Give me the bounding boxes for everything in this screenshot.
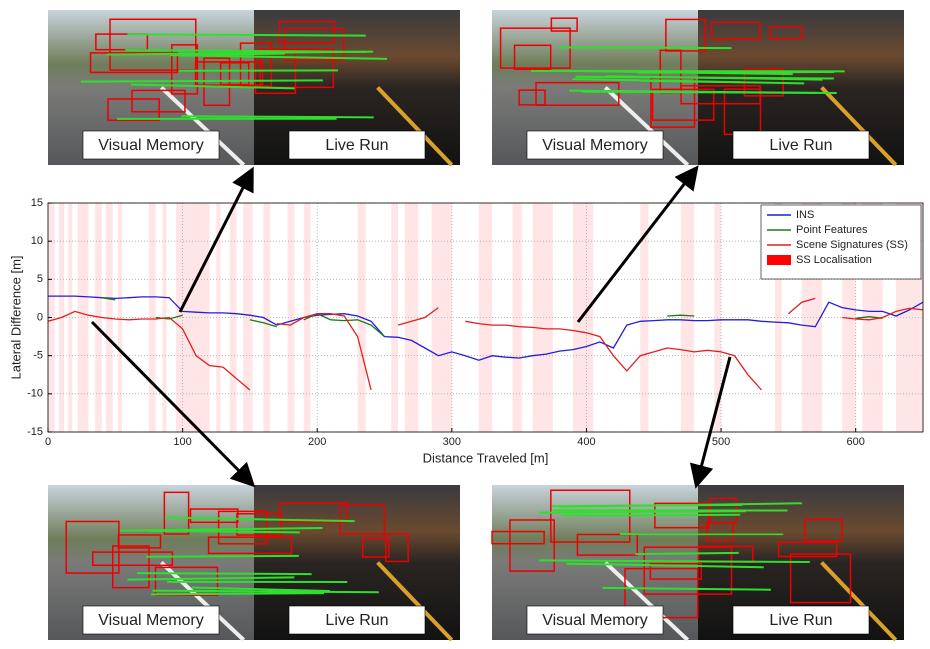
- inset-label: Visual Memory: [98, 137, 204, 154]
- localisation-band: [149, 203, 156, 432]
- feature-match: [81, 80, 323, 81]
- x-tick-label: 400: [577, 436, 595, 448]
- inset-label: Visual Memory: [542, 137, 648, 154]
- feature-match: [137, 573, 312, 574]
- inset: Visual Memory Live Run: [492, 485, 904, 640]
- legend-swatch: [767, 255, 791, 265]
- feature-match: [539, 511, 745, 512]
- feature-match: [181, 116, 373, 117]
- y-tick-label: 10: [31, 235, 43, 247]
- localisation-band: [243, 203, 252, 432]
- y-tick-label: -5: [33, 350, 43, 362]
- inset: Visual Memory Live Run: [48, 10, 460, 165]
- inset-label: Live Run: [769, 612, 832, 629]
- legend-label: SS Localisation: [796, 254, 872, 266]
- legend-label: Scene Signatures (SS): [796, 239, 908, 251]
- plot: 0 100 200 300 400 500 600 -15 -10 -5 0 5 10 15 Distanc…: [8, 197, 923, 466]
- feature-match: [151, 593, 324, 594]
- feature-match: [635, 553, 739, 554]
- feature-match: [193, 54, 285, 55]
- inset-label: Visual Memory: [542, 612, 648, 629]
- x-tick-label: 500: [712, 436, 730, 448]
- y-tick-label: 0: [37, 311, 43, 323]
- legend-label: INS: [796, 209, 814, 221]
- x-tick-label: 600: [847, 436, 865, 448]
- x-tick-label: 300: [443, 436, 461, 448]
- y-tick-label: 15: [31, 197, 43, 209]
- localisation-band: [68, 203, 72, 432]
- feature-match: [127, 34, 365, 35]
- localisation-band: [78, 203, 89, 432]
- y-tick-label: -10: [27, 388, 43, 400]
- feature-match: [146, 556, 299, 557]
- figure: 0 100 200 300 400 500 600 -15 -10 -5 0 5 10 15 Distanc…: [0, 0, 930, 649]
- inset-label: Visual Memory: [98, 612, 204, 629]
- x-tick-label: 0: [45, 436, 51, 448]
- feature-match: [558, 47, 731, 48]
- inset-label: Live Run: [769, 137, 832, 154]
- legend-label: Point Features: [796, 224, 868, 236]
- feature-match: [551, 505, 742, 506]
- x-axis-label: Distance Traveled [m]: [423, 450, 549, 465]
- x-tick-label: 100: [173, 436, 191, 448]
- y-tick-label: -15: [27, 426, 43, 438]
- y-axis-label: Lateral Difference [m]: [8, 255, 23, 379]
- inset: Visual Memory Live Run: [48, 485, 460, 640]
- inset: Visual Memory Live Run: [492, 10, 904, 165]
- inset-label: Live Run: [325, 137, 388, 154]
- y-tick-label: 5: [37, 273, 43, 285]
- localisation-band: [230, 203, 237, 432]
- feature-match: [561, 515, 740, 516]
- x-tick-label: 200: [308, 436, 326, 448]
- inset-label: Live Run: [325, 612, 388, 629]
